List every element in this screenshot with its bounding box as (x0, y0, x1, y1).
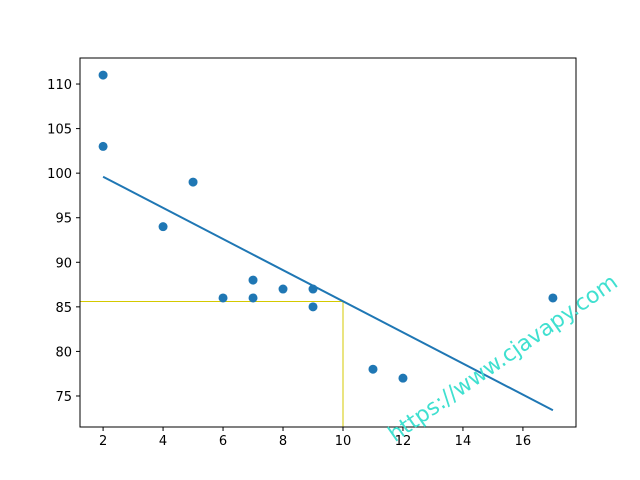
y-tick-label: 85 (55, 301, 72, 316)
point (218, 293, 228, 303)
point (548, 293, 558, 303)
point (248, 293, 258, 303)
point (98, 70, 108, 80)
fit-line (102, 175, 554, 412)
y-tick-label: 80 (55, 345, 72, 360)
y-tick-label: 75 (55, 390, 72, 405)
point (278, 284, 288, 294)
y-tick-label: 95 (55, 212, 72, 227)
x-tick-label: 12 (395, 434, 412, 449)
point (398, 373, 408, 383)
y-tick-label: 110 (47, 78, 72, 93)
point (308, 302, 318, 312)
point (158, 222, 168, 232)
x-tick-label: 16 (515, 434, 532, 449)
point (188, 177, 198, 187)
y-tick-label: 100 (47, 167, 72, 182)
x-tick-label: 10 (335, 434, 352, 449)
x-tick-label: 14 (455, 434, 472, 449)
x-tick-label: 2 (99, 434, 107, 449)
x-tick-label: 6 (219, 434, 227, 449)
x-tick-label: 4 (159, 434, 167, 449)
plot-frame (79, 57, 577, 428)
point (248, 275, 258, 285)
point (98, 141, 108, 151)
x-tick-label: 8 (279, 434, 287, 449)
y-tick-label: 90 (55, 256, 72, 271)
point (368, 364, 378, 374)
y-tick-label: 105 (47, 123, 72, 138)
point (308, 284, 318, 294)
